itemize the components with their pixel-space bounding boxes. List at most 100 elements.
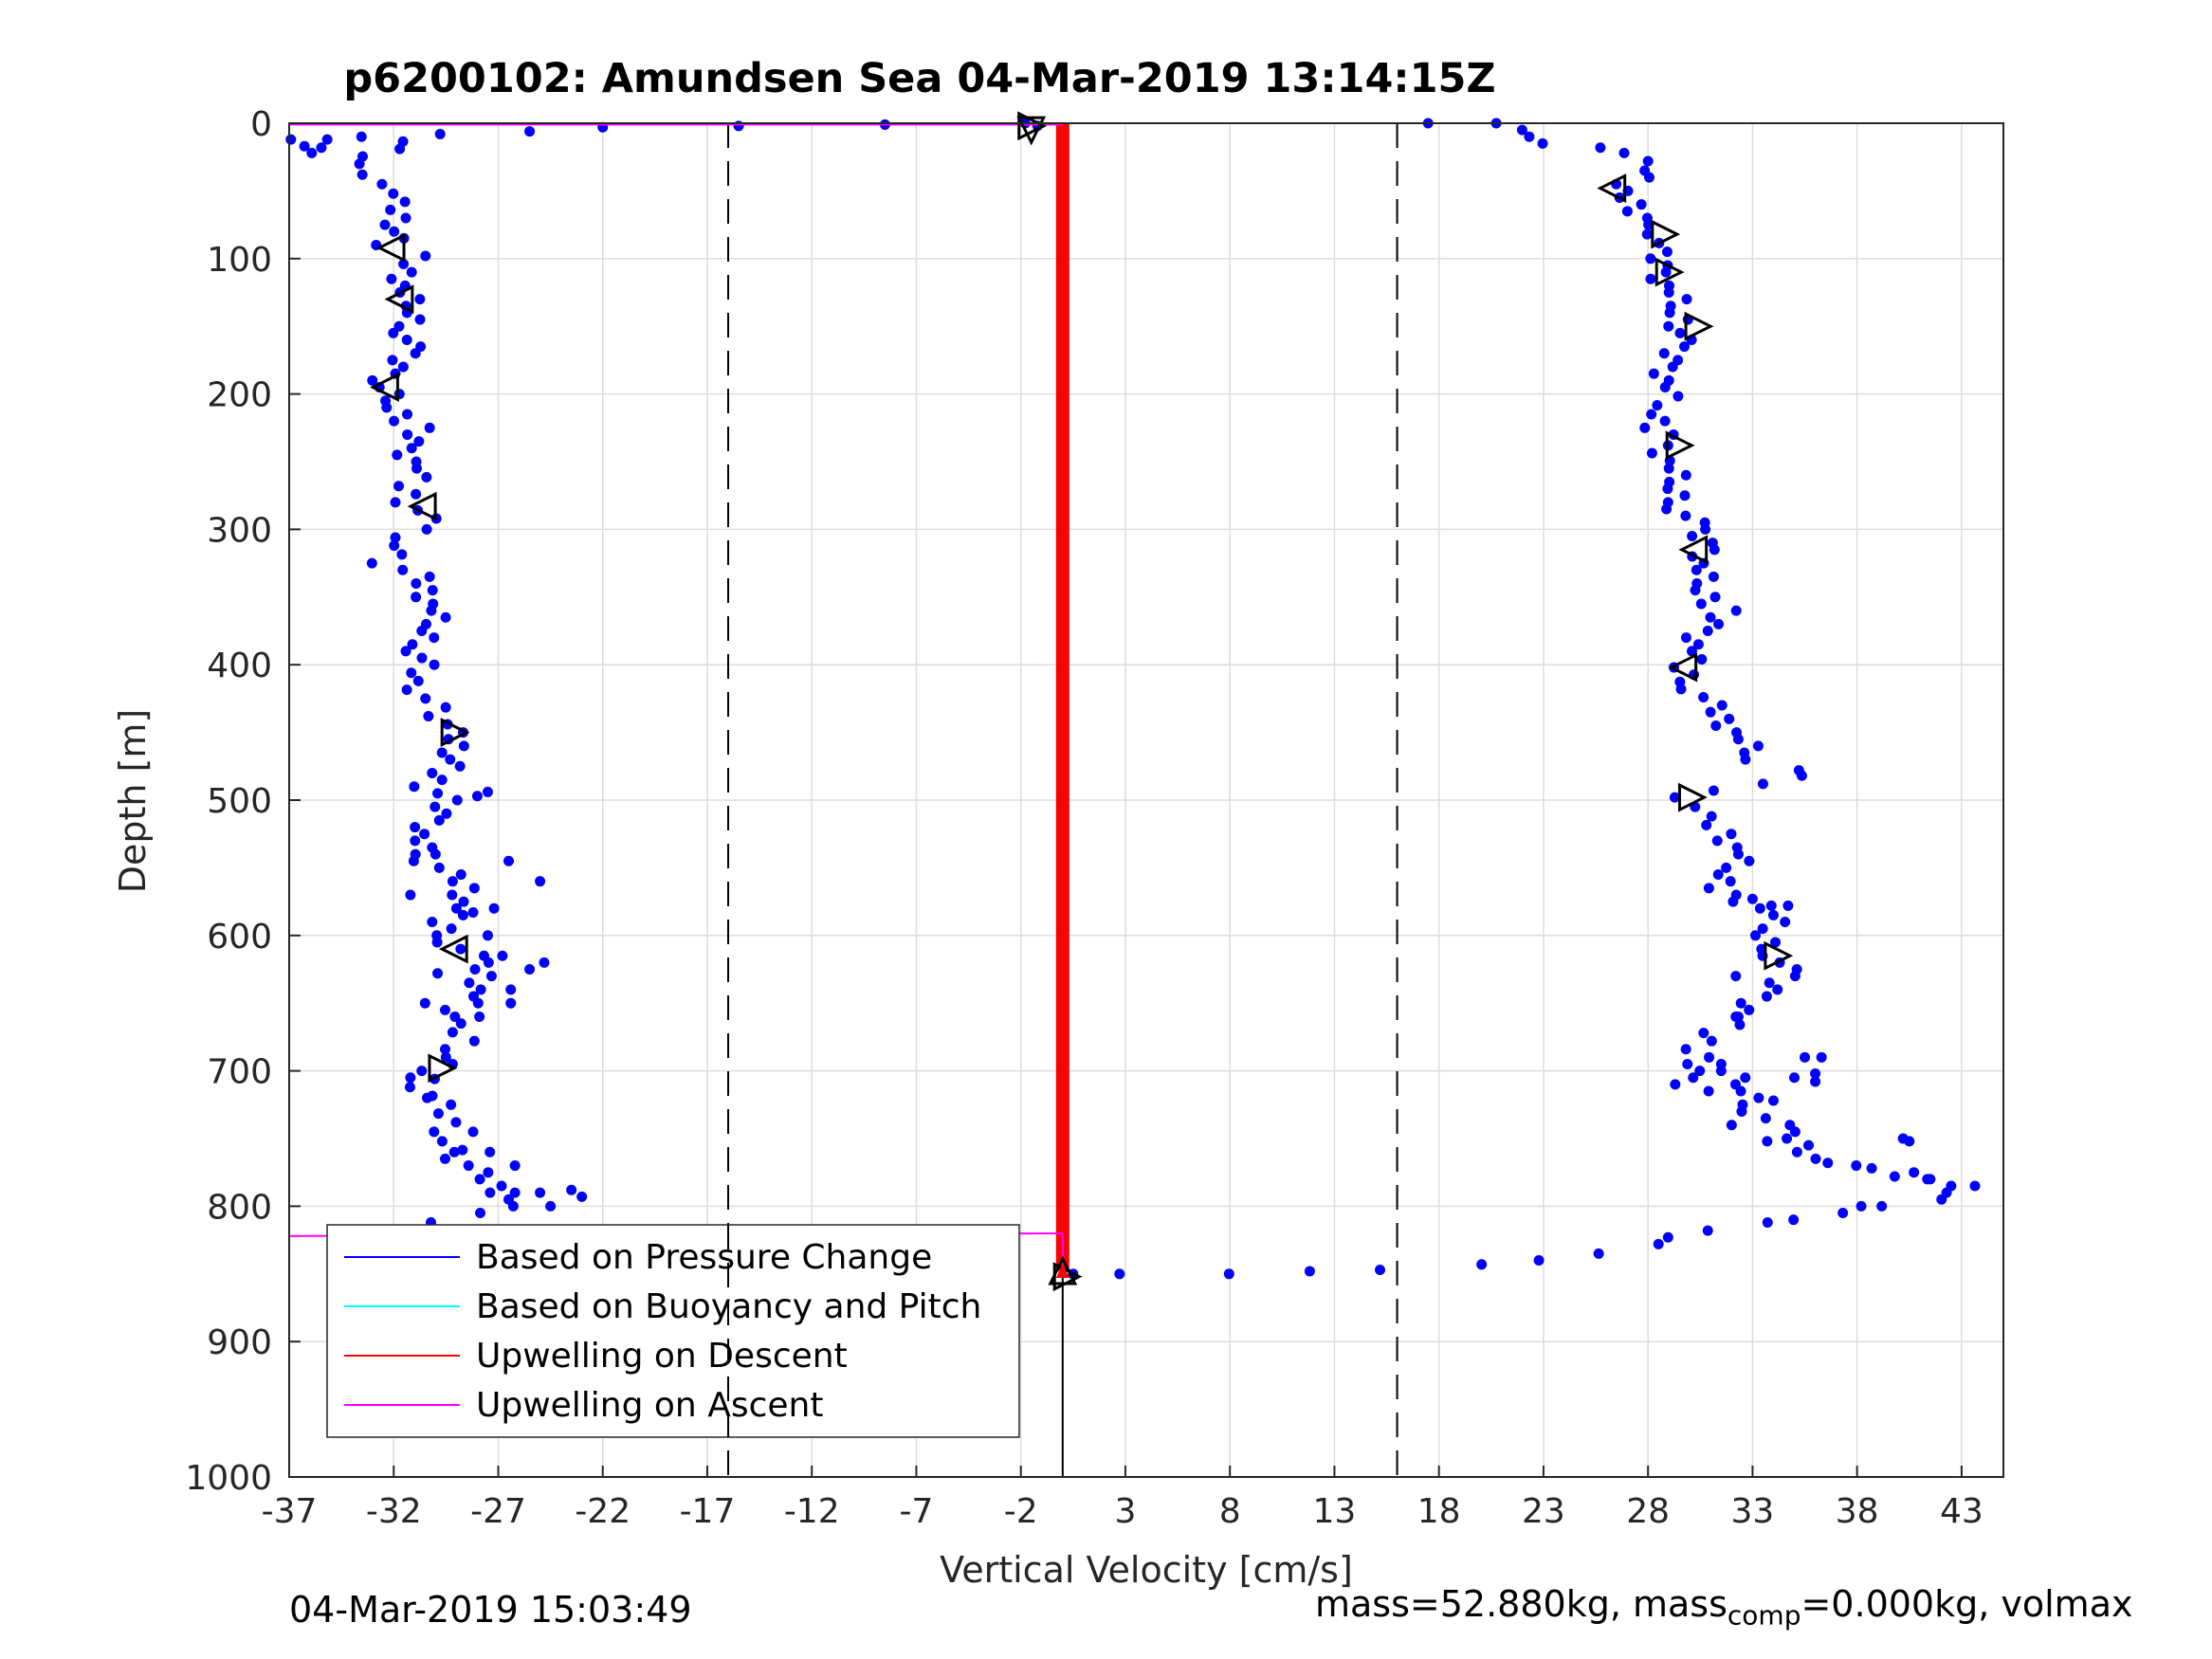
data-point — [483, 1167, 494, 1178]
data-point — [405, 1072, 416, 1084]
data-point — [402, 409, 413, 420]
data-point — [1789, 1072, 1801, 1084]
data-point — [468, 1035, 480, 1047]
data-point — [1703, 883, 1714, 894]
data-point — [356, 169, 368, 180]
data-point — [431, 937, 443, 948]
data-point — [424, 571, 435, 582]
data-point — [1675, 684, 1687, 695]
data-point — [1680, 510, 1691, 521]
data-point — [411, 488, 422, 500]
data-point — [409, 781, 420, 793]
data-point — [1810, 1067, 1821, 1079]
data-point — [427, 767, 438, 778]
triangle-marker — [1052, 1262, 1083, 1292]
data-point — [1533, 1255, 1545, 1267]
data-point — [429, 659, 440, 670]
data-point — [420, 250, 431, 262]
data-point — [1712, 869, 1724, 881]
data-point — [524, 964, 536, 975]
data-point — [419, 997, 430, 1009]
data-point — [448, 1146, 460, 1158]
data-point — [1663, 287, 1674, 298]
data-point — [441, 808, 452, 819]
x-tick-label: -32 — [366, 1492, 422, 1531]
data-point — [410, 835, 421, 847]
mass-text: mass=52.880kg, mass — [1315, 1583, 1728, 1625]
data-point — [414, 314, 426, 325]
data-point — [1772, 984, 1783, 995]
data-point — [390, 532, 401, 543]
x-tick-label: 28 — [1626, 1492, 1670, 1531]
x-tick-label: -17 — [680, 1492, 736, 1531]
y-tick-label: 800 — [207, 1188, 272, 1227]
data-point — [1721, 862, 1732, 873]
data-point — [401, 334, 412, 345]
data-point — [1750, 930, 1762, 941]
data-point — [430, 801, 441, 812]
data-point — [1876, 1200, 1888, 1212]
data-point — [1695, 598, 1707, 610]
data-point — [427, 585, 438, 596]
y-tick-label: 200 — [207, 376, 272, 415]
data-point — [1667, 361, 1678, 373]
data-point — [321, 134, 333, 145]
data-point — [1732, 848, 1744, 860]
data-point — [1662, 483, 1673, 495]
data-point — [1752, 740, 1764, 752]
triangle-marker — [1678, 535, 1709, 565]
data-point — [440, 611, 451, 623]
data-point — [1746, 893, 1758, 904]
data-point — [1645, 253, 1656, 264]
data-point — [455, 1018, 466, 1030]
data-point — [423, 710, 434, 721]
data-point — [1658, 348, 1670, 359]
data-point — [408, 855, 419, 866]
data-point — [400, 212, 411, 224]
data-point — [1782, 1133, 1793, 1144]
data-point — [1782, 900, 1794, 911]
mass-subscript: comp — [1727, 1599, 1801, 1632]
y-tick-label: 700 — [207, 1053, 272, 1092]
data-point — [1516, 124, 1527, 136]
data-point — [420, 693, 431, 704]
data-point — [503, 855, 515, 866]
data-point — [1925, 1174, 1936, 1185]
data-point — [566, 1184, 577, 1195]
data-point — [1725, 876, 1736, 887]
data-point — [1688, 1072, 1699, 1084]
x-tick-label: -22 — [575, 1492, 631, 1531]
data-point — [1713, 618, 1725, 629]
data-point — [539, 957, 550, 968]
data-point — [1736, 1105, 1747, 1117]
data-point — [406, 266, 417, 278]
data-point — [1680, 632, 1691, 644]
data-point — [1757, 923, 1768, 935]
data-point — [1595, 142, 1606, 154]
data-point — [472, 997, 484, 1009]
data-point — [410, 348, 421, 359]
data-point — [411, 592, 422, 603]
data-point — [1822, 1158, 1834, 1169]
data-point — [485, 971, 497, 982]
data-point — [392, 449, 403, 461]
data-point — [1686, 646, 1697, 657]
x-tick-label: -12 — [784, 1492, 840, 1531]
data-point — [1680, 469, 1691, 481]
data-point — [1744, 855, 1755, 866]
data-point — [1659, 381, 1671, 392]
data-point — [1730, 971, 1742, 982]
data-point — [1643, 172, 1654, 183]
triangle-marker — [1017, 111, 1048, 141]
triangle-marker — [428, 1053, 458, 1084]
data-point — [411, 578, 422, 590]
data-point — [447, 889, 458, 901]
data-point — [1904, 1136, 1915, 1147]
data-point — [411, 463, 422, 474]
data-point — [394, 143, 406, 155]
data-point — [535, 1187, 546, 1198]
data-point — [482, 786, 493, 797]
data-point — [388, 188, 399, 199]
data-point — [507, 1200, 519, 1212]
